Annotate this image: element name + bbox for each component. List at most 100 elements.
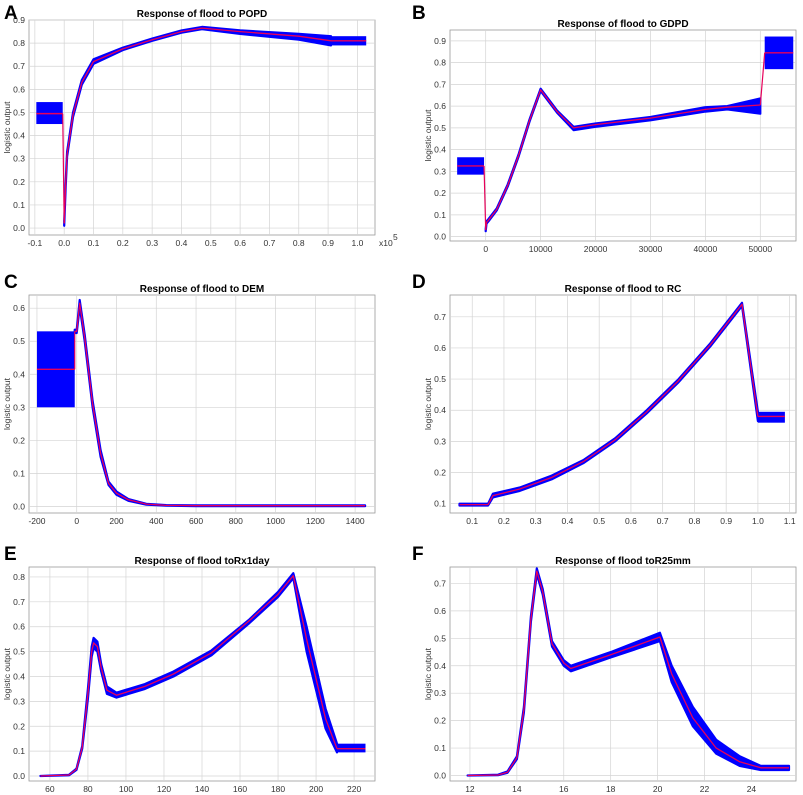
x-tick-label: 0.0 xyxy=(58,238,70,248)
panel-c: C Response of flood to DEM -200 0 200 400 600 8… xyxy=(2,272,376,526)
right-box-connector xyxy=(759,52,766,106)
right-box-range xyxy=(757,411,785,423)
x-tick-label: 0.9 xyxy=(322,238,334,248)
x-tick-label: 200 xyxy=(109,516,123,526)
x-tick-label: 0.1 xyxy=(88,238,100,248)
x-tick-label: 220 xyxy=(347,784,361,794)
panel-letter: B xyxy=(412,3,426,24)
x-tick-label: 0.6 xyxy=(625,516,637,526)
x-tick-label: 140 xyxy=(195,784,209,794)
y-tick-label: 0.2 xyxy=(434,468,446,478)
x-tick-label: 0.7 xyxy=(657,516,669,526)
y-tick-label: 0.4 xyxy=(434,405,446,415)
chart-title: Response of flood to POPD xyxy=(137,9,268,20)
y-tick-label: 0.5 xyxy=(434,374,446,384)
y-tick-label: 0.1 xyxy=(13,468,25,478)
y-axis-label: logistic output xyxy=(2,377,12,430)
y-tick-label: 0.8 xyxy=(13,572,25,582)
x-tick-label: 0.1 xyxy=(466,516,478,526)
y-tick-label: 0.3 xyxy=(13,402,25,412)
y-axis-label: logistic output xyxy=(423,109,433,162)
y-tick-label: 0.7 xyxy=(434,79,446,89)
x-tick-label: 0.2 xyxy=(117,238,129,248)
y-tick-label: 0.0 xyxy=(13,223,25,233)
x-tick-label: 0.9 xyxy=(720,516,732,526)
y-tick-label: 0.0 xyxy=(13,501,25,511)
y-tick-label: 0.6 xyxy=(13,84,25,94)
panel-d: D Response of flood to RC 0.1 0.2 0.3 0.4 0.5 0… xyxy=(412,272,797,526)
y-tick-label: 0.4 xyxy=(434,661,446,671)
x-tick-label: 1.0 xyxy=(351,238,363,248)
plot-area xyxy=(449,294,797,514)
y-tick-label: 0.2 xyxy=(13,177,25,187)
mean-response-line xyxy=(63,27,332,224)
y-tick-label: 0.7 xyxy=(434,578,446,588)
x-tick-label: 180 xyxy=(271,784,285,794)
y-tick-label: 0.8 xyxy=(434,58,446,68)
y-tick-label: 0.0 xyxy=(13,771,25,781)
y-tick-label: 0.6 xyxy=(13,303,25,313)
x-tick-label: 10000 xyxy=(529,244,553,254)
x-multiplier: x10 xyxy=(379,238,393,248)
panel-letter: F xyxy=(412,544,424,565)
y-tick-label: 0.3 xyxy=(13,154,25,164)
x-tick-label: 0.8 xyxy=(689,516,701,526)
mean-response-line xyxy=(74,302,366,507)
y-axis-label: logistic output xyxy=(2,647,12,700)
y-axis-label: logistic output xyxy=(2,101,12,154)
y-tick-label: 0.7 xyxy=(13,61,25,71)
x-tick-label: 0.4 xyxy=(562,516,574,526)
y-tick-label: 0.1 xyxy=(13,200,25,210)
x-tick-label: 0 xyxy=(483,244,488,254)
panel-letter: A xyxy=(4,3,18,24)
y-tick-label: 0.3 xyxy=(434,166,446,176)
x-multiplier-exponent: 5 xyxy=(393,232,398,242)
y-tick-label: 0.5 xyxy=(13,336,25,346)
y-tick-label: 0.9 xyxy=(13,15,25,25)
categorical-connector xyxy=(62,113,65,224)
y-tick-label: 0.1 xyxy=(434,743,446,753)
x-tick-label: 0.6 xyxy=(234,238,246,248)
x-tick-label: 0 xyxy=(74,516,79,526)
mean-response-line xyxy=(485,89,761,231)
panel-e: E Response of flood toRx1day 60 80 100 120 140… xyxy=(2,544,376,794)
x-tick-label: 0.3 xyxy=(146,238,158,248)
y-tick-label: 0.6 xyxy=(434,606,446,616)
x-tick-label: 60 xyxy=(45,784,55,794)
y-tick-label: 0.5 xyxy=(13,647,25,657)
x-tick-label: 14 xyxy=(512,784,522,794)
x-tick-label: 600 xyxy=(189,516,203,526)
x-tick-label: 16 xyxy=(559,784,569,794)
categorical-connector xyxy=(483,165,487,231)
y-tick-label: 0.7 xyxy=(13,597,25,607)
plot-area xyxy=(28,294,376,514)
y-tick-label: 0.2 xyxy=(13,721,25,731)
x-tick-label: 0.7 xyxy=(264,238,276,248)
x-tick-label: 800 xyxy=(229,516,243,526)
x-tick-label: 0.4 xyxy=(176,238,188,248)
x-tick-label: 120 xyxy=(157,784,171,794)
x-tick-label: 0.2 xyxy=(498,516,510,526)
x-tick-label: -200 xyxy=(28,516,45,526)
panel-b: B Response of flood to GDPD 0 10000 20000 300… xyxy=(412,3,797,254)
y-tick-label: 0.9 xyxy=(434,36,446,46)
x-tick-label: 18 xyxy=(606,784,616,794)
y-tick-label: 0.1 xyxy=(434,499,446,509)
chart-title: Response of flood to RC xyxy=(565,284,682,295)
y-tick-label: 0.2 xyxy=(13,435,25,445)
y-tick-label: 0.3 xyxy=(13,696,25,706)
y-tick-label: 0.1 xyxy=(434,210,446,220)
y-tick-label: 0.1 xyxy=(13,746,25,756)
panel-letter: C xyxy=(4,272,18,293)
plot-area xyxy=(449,29,797,242)
y-tick-label: 0.3 xyxy=(434,688,446,698)
plot-area xyxy=(28,19,376,236)
y-tick-label: 0.6 xyxy=(434,343,446,353)
y-axis-label: logistic output xyxy=(423,377,433,430)
x-tick-label: 0.5 xyxy=(593,516,605,526)
x-tick-label: 1.0 xyxy=(752,516,764,526)
y-tick-label: 0.2 xyxy=(434,188,446,198)
x-tick-label: 0.3 xyxy=(530,516,542,526)
panel-f: F Response of flood toR25mm 12 14 16 18 20 22 24… xyxy=(412,544,797,794)
